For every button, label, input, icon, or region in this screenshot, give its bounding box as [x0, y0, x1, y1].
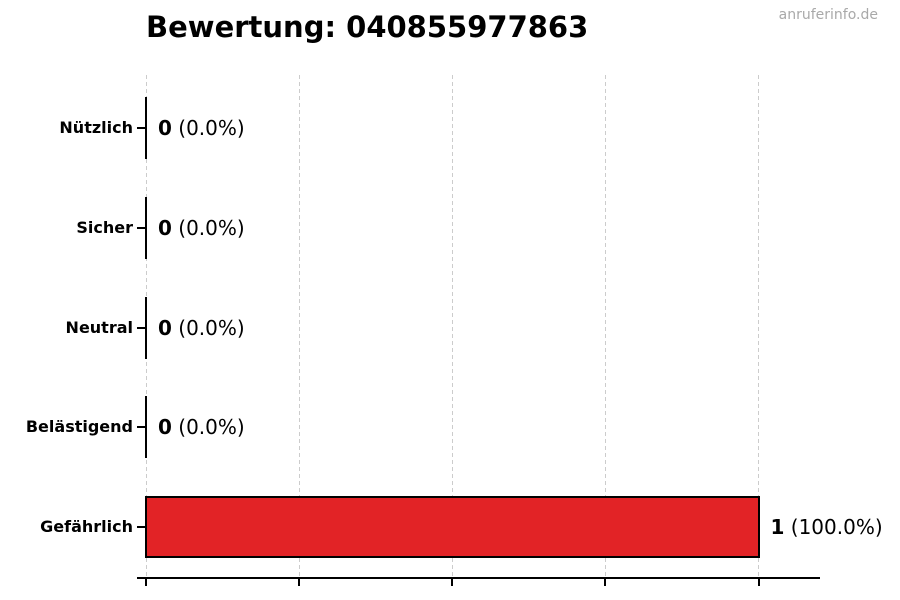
category-label: Belästigend: [25, 417, 133, 437]
y-axis-tick: [137, 526, 145, 528]
y-axis-tick: [137, 226, 145, 229]
x-axis-tick: [298, 579, 301, 586]
chart-title: Bewertung: 040855977863: [146, 10, 589, 44]
vertical-gridline: [758, 75, 759, 578]
category-label: Neutral: [65, 317, 133, 337]
bar: [145, 496, 760, 558]
y-axis-tick: [137, 426, 145, 429]
y-axis-tick: [137, 326, 145, 329]
value-percentage: (100.0%): [790, 515, 883, 539]
category-label: Gefährlich: [40, 517, 133, 536]
value-count: 0: [158, 415, 172, 440]
x-axis-tick: [757, 579, 760, 586]
value-percentage: (0.0%): [178, 415, 245, 440]
value-percentage: (0.0%): [178, 116, 245, 140]
value-count: 0: [158, 315, 172, 340]
value-count: 0: [158, 116, 172, 140]
x-axis-line: [137, 577, 820, 579]
vertical-gridline: [604, 75, 606, 578]
value-percentage: (0.0%): [178, 315, 245, 340]
value-label: 0 (0.0%): [158, 314, 245, 342]
value-label: 1 (100.0%): [771, 513, 883, 541]
vertical-gridline: [298, 75, 300, 578]
zero-value-bar-edge: [145, 97, 147, 159]
value-count: 0: [158, 215, 172, 240]
y-axis-tick: [137, 127, 145, 129]
category-label: Sicher: [76, 217, 133, 237]
value-label: 0 (0.0%): [158, 114, 245, 142]
category-label: Nützlich: [59, 118, 133, 137]
zero-value-bar-edge: [145, 196, 147, 259]
value-label: 0 (0.0%): [158, 214, 245, 242]
zero-value-bar-edge: [145, 296, 147, 359]
value-count: 1: [770, 515, 785, 539]
value-label: 0 (0.0%): [158, 413, 245, 441]
zero-value-bar-edge: [145, 396, 147, 459]
x-axis-tick: [451, 579, 454, 586]
watermark-text: anruferinfo.de: [778, 7, 878, 23]
x-axis-tick: [604, 579, 607, 586]
vertical-gridline: [451, 75, 453, 578]
value-percentage: (0.0%): [178, 215, 245, 240]
x-axis-tick: [145, 579, 147, 586]
